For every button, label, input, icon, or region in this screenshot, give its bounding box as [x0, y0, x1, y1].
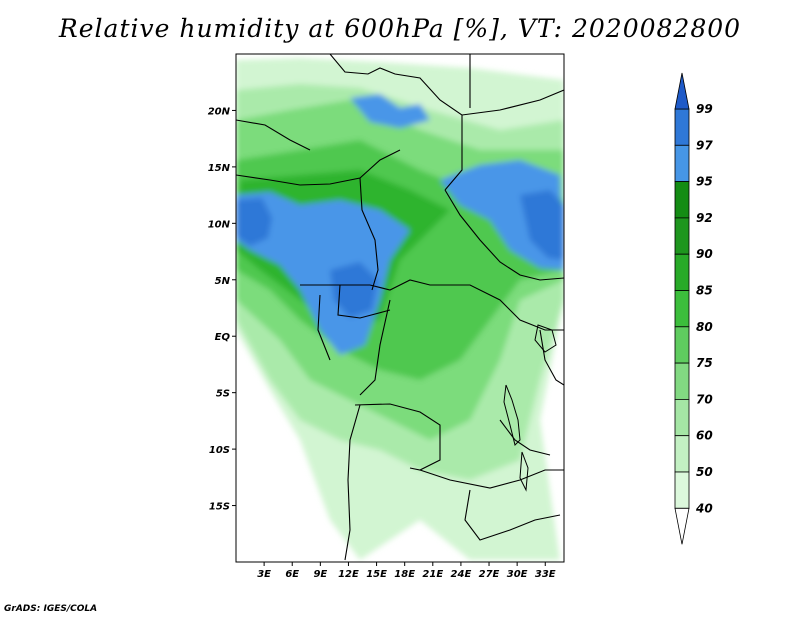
rh-layer-97-east: [520, 190, 564, 260]
colorbar-label: 97: [696, 138, 713, 152]
rh-layer-95-north: [350, 94, 430, 128]
lat-tick-label: 15S: [209, 502, 230, 513]
colorbar-segment: [674, 398, 690, 437]
colorbar-label: 50: [696, 465, 713, 479]
map-frame: [235, 53, 565, 563]
lon-tick-label: 9E: [313, 569, 327, 580]
colorbar-segment: [674, 362, 690, 400]
lat-tick-label: 10N: [208, 219, 231, 230]
colorbar-label: 99: [696, 102, 713, 116]
lon-tick-label: 27E: [479, 569, 500, 580]
colorbar-segment: [674, 108, 690, 146]
colorbar-segment: [674, 253, 690, 291]
map-panel: [236, 54, 564, 562]
colorbar-segment: [674, 471, 690, 509]
humidity-field: [236, 58, 564, 560]
colorbar-segment: [674, 326, 690, 364]
colorbar-label: 90: [696, 247, 713, 261]
rh-layer-97-west: [236, 198, 272, 246]
lat-tick-label: 15N: [208, 163, 231, 174]
lat-tick-label: 5S: [216, 389, 230, 400]
lat-tick-label: EQ: [215, 332, 231, 343]
colorbar-label: 70: [696, 392, 713, 406]
colorbar-label: 75: [696, 356, 713, 370]
colorbar-label: 92: [696, 211, 713, 225]
lon-tick-label: 21E: [422, 569, 443, 580]
colorbar-segment: [674, 290, 690, 328]
colorbar-top-arrow: [674, 72, 690, 110]
lat-axis: 20N 15N 10N 5N EQ 5S 10S 15S: [208, 106, 236, 513]
chart-title: Relative humidity at 600hPa [%], VT: 202…: [58, 14, 742, 43]
footer-credit: GrADS: IGES/COLA: [4, 604, 98, 614]
colorbar-label: 80: [696, 320, 713, 334]
lon-axis: 3E 6E 9E 12E 15E 18E 21E 24E 27E 30E 33E: [257, 562, 556, 580]
colorbar: 99 97 95 92 90 85 80 75 70 60 50 40: [674, 72, 713, 545]
lon-tick-label: 24E: [451, 569, 472, 580]
lon-tick-label: 30E: [507, 569, 528, 580]
country-boundaries: [236, 54, 564, 561]
colorbar-label: 40: [695, 501, 713, 515]
colorbar-label: 95: [696, 175, 713, 189]
colorbar-label: 60: [696, 429, 713, 443]
colorbar-label: 85: [696, 284, 713, 298]
colorbar-bottom-arrow: [674, 507, 690, 545]
lat-tick-label: 10S: [209, 445, 230, 456]
colorbar-segment: [674, 144, 690, 183]
colorbar-segment: [674, 217, 690, 255]
lat-tick-label: 5N: [215, 276, 231, 287]
colorbar-segment: [674, 181, 690, 219]
lon-tick-label: 18E: [394, 569, 415, 580]
rh-layer-97-central: [330, 262, 378, 318]
lat-tick-label: 20N: [208, 106, 231, 117]
lon-tick-label: 3E: [257, 569, 271, 580]
rh-layer-95-west: [236, 192, 410, 355]
lon-tick-label: 33E: [535, 569, 556, 580]
lon-tick-label: 12E: [338, 569, 359, 580]
lon-tick-label: 6E: [285, 569, 299, 580]
lon-tick-label: 15E: [366, 569, 387, 580]
lakes: [503, 324, 557, 492]
colorbar-segment: [674, 435, 690, 473]
